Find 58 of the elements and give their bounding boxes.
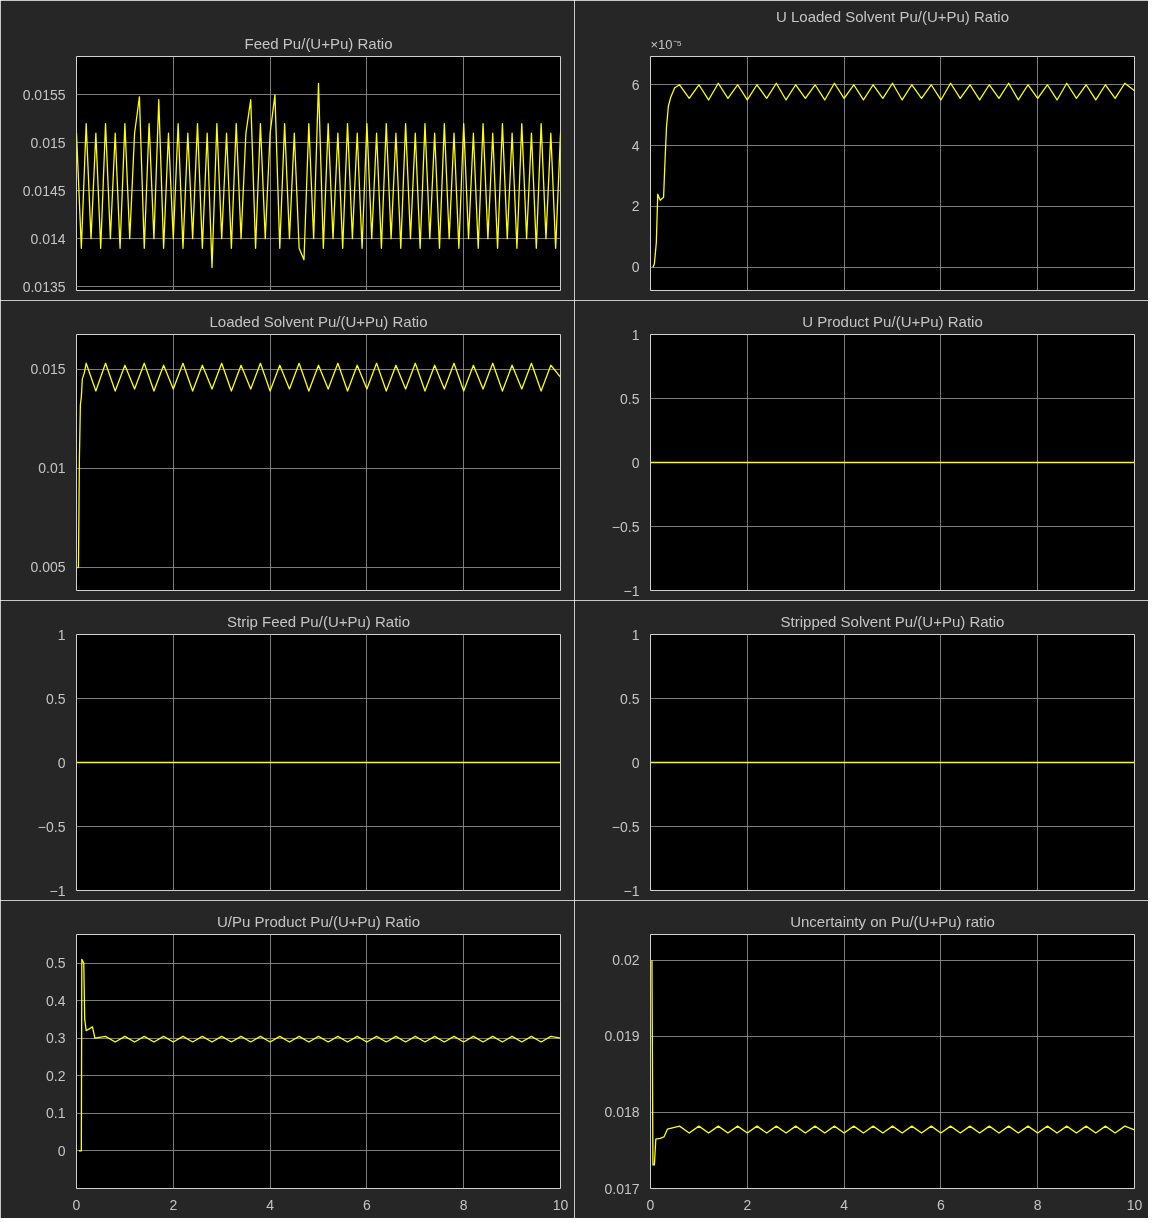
y-tick-label: −0.5 — [611, 518, 640, 535]
y-tick-label: 1 — [631, 326, 640, 343]
x-tick-label: 4 — [266, 1196, 275, 1213]
y-tick-label: 0.3 — [46, 1030, 66, 1047]
y-tick-label: 0.2 — [46, 1067, 66, 1084]
y-tick-label: 0.019 — [604, 1028, 640, 1045]
x-tick-label: 10 — [1126, 1196, 1143, 1213]
chart-title: Feed Pu/(U+Pu) Ratio — [244, 34, 393, 52]
y-tick-label: 0.5 — [46, 690, 66, 707]
x-tick-label: 0 — [72, 1196, 81, 1213]
y-tick-label: 0.1 — [46, 1105, 66, 1122]
y-tick-label: 0.5 — [46, 955, 66, 972]
text: ×10⁻⁵ — [650, 36, 682, 52]
y-tick-label: 0 — [57, 1142, 66, 1159]
chart-title: U Product Pu/(U+Pu) Ratio — [802, 312, 983, 330]
x-tick-label: 8 — [459, 1196, 468, 1213]
y-tick-label: 1 — [57, 626, 66, 643]
chart-title: Loaded Solvent Pu/(U+Pu) Ratio — [209, 312, 428, 330]
y-tick-label: 0.0145 — [22, 182, 66, 199]
y-tick-label: 0.015 — [30, 361, 66, 378]
y-tick-label: 0.01 — [38, 460, 66, 477]
y-tick-label: 0.5 — [620, 690, 640, 707]
chart-title: Strip Feed Pu/(U+Pu) Ratio — [227, 612, 410, 630]
x-tick-label: 10 — [552, 1196, 569, 1213]
y-tick-label: 0.0155 — [22, 86, 66, 103]
y-tick-label: 0 — [631, 259, 640, 276]
y-tick-label: 0.005 — [30, 559, 66, 576]
y-tick-label: −0.5 — [37, 818, 66, 835]
y-tick-label: 0.5 — [620, 390, 640, 407]
y-tick-label: 0.4 — [46, 992, 66, 1009]
x-tick-label: 6 — [363, 1196, 372, 1213]
y-tick-label: 0.017 — [604, 1180, 640, 1197]
x-tick-label: 4 — [840, 1196, 849, 1213]
y-tick-label: 6 — [631, 76, 640, 93]
y-tick-label: 1 — [631, 626, 640, 643]
y-tick-label: 4 — [631, 137, 640, 154]
chart-title: U Loaded Solvent Pu/(U+Pu) Ratio — [775, 7, 1010, 25]
y-tick-label: 0.018 — [604, 1104, 640, 1121]
y-tick-label: −0.5 — [611, 818, 640, 835]
y-tick-label: 0 — [631, 754, 640, 771]
y-tick-label: 0.015 — [30, 134, 66, 151]
y-tick-label: 0.0135 — [22, 278, 66, 295]
y-tick-label: 0.014 — [30, 230, 66, 247]
y-tick-label: −1 — [49, 882, 66, 899]
x-tick-label: 6 — [937, 1196, 946, 1213]
x-tick-label: 2 — [169, 1196, 178, 1213]
y-tick-label: 0 — [57, 754, 66, 771]
x-tick-label: 8 — [1033, 1196, 1042, 1213]
y-tick-label: −1 — [623, 582, 640, 599]
chart-title: Uncertainty on Pu/(U+Pu) ratio — [790, 912, 995, 930]
chart-title: U/Pu Product Pu/(U+Pu) Ratio — [217, 912, 421, 930]
x-tick-label: 0 — [646, 1196, 655, 1213]
x-tick-label: 2 — [743, 1196, 752, 1213]
y-tick-label: 2 — [631, 198, 640, 215]
chart-title: Stripped Solvent Pu/(U+Pu) Ratio — [780, 612, 1005, 630]
y-tick-label: 0.02 — [612, 952, 640, 969]
y-tick-label: 0 — [631, 454, 640, 471]
y-tick-label: −1 — [623, 882, 640, 899]
